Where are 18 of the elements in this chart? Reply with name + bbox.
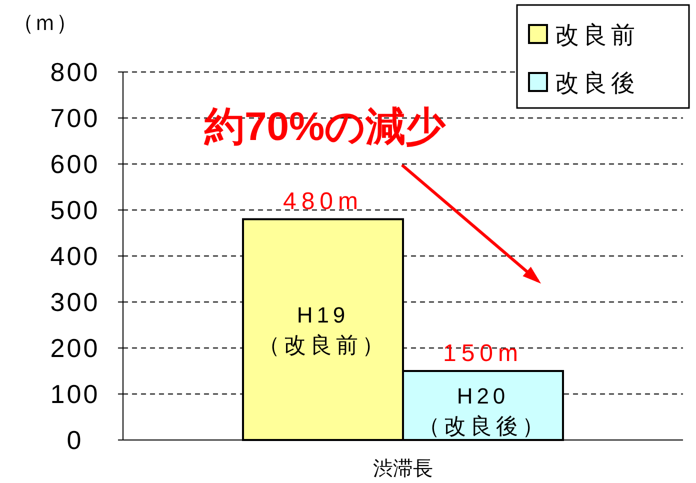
data-label: 150m <box>442 340 524 367</box>
legend-label: 改良後 <box>555 70 639 97</box>
annotation: H20 （改良後） <box>418 384 548 438</box>
y-tick-label: 200 <box>50 333 100 363</box>
y-tick-label: 400 <box>50 241 100 271</box>
x-tick-label: 渋滞長 <box>373 458 433 480</box>
annotation: H19 （改良前） <box>258 302 388 358</box>
y-tick-label: 300 <box>50 287 100 317</box>
y-tick-label: 800 <box>50 57 100 87</box>
y-axis-title: （ｍ） <box>12 10 78 35</box>
y-tick-label: 600 <box>50 149 100 179</box>
y-tick-label: 700 <box>50 103 100 133</box>
y-tick-label: 0 <box>66 425 84 455</box>
y-tick-label: 100 <box>50 379 100 409</box>
data-label: 480m <box>282 188 364 216</box>
y-tick-label: 500 <box>50 195 100 225</box>
legend-label: 改良前 <box>555 22 639 49</box>
annotation: 約70%の減少 <box>203 105 447 149</box>
